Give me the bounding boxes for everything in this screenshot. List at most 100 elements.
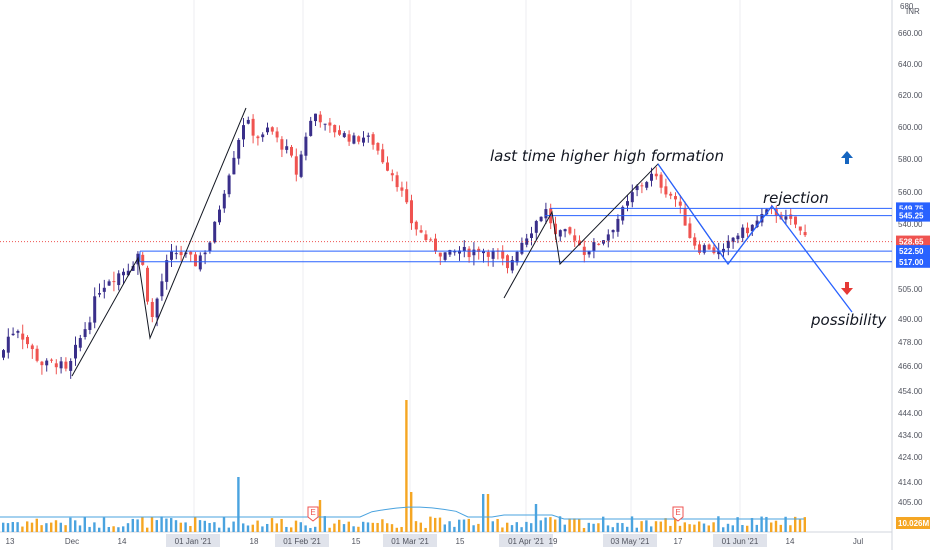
volume-bar: [789, 525, 792, 532]
volume-bar: [602, 516, 605, 532]
candle-body: [107, 281, 111, 286]
date-tick-label: 15: [456, 537, 465, 546]
price-tick-label: 580.00: [898, 155, 923, 164]
arrow-down-icon: [841, 282, 853, 295]
volume-bar: [179, 522, 182, 532]
volume-bar: [674, 519, 677, 532]
volume-bar: [88, 526, 91, 532]
candle-body: [544, 209, 548, 219]
candle-body: [712, 247, 716, 254]
volume-bar: [549, 517, 552, 532]
price-tick-label: 600.00: [898, 123, 923, 132]
volume-bar: [35, 518, 38, 532]
volume-bar: [54, 520, 58, 532]
candle-body: [486, 252, 490, 257]
candle-body: [371, 134, 375, 145]
volume-bar: [16, 522, 19, 532]
volume-bar: [630, 516, 634, 532]
price-tick-label: 444.00: [898, 409, 923, 418]
candle-body: [616, 218, 620, 232]
volume-bar: [328, 527, 331, 532]
candle-body: [54, 363, 58, 368]
candle-body: [434, 238, 437, 251]
volume-bar: [141, 517, 144, 532]
volume-bar: [717, 516, 720, 532]
candle-body: [750, 224, 754, 232]
volume-bar: [587, 522, 590, 532]
price-tag: 522.50: [896, 245, 930, 258]
volume-bar: [424, 527, 427, 532]
volume-bar: [275, 523, 278, 532]
volume-bar: [122, 526, 125, 532]
volume-bar: [750, 518, 754, 532]
volume-bar: [261, 526, 264, 532]
volume-bar: [266, 523, 269, 532]
candle-body: [251, 118, 255, 136]
candle-body: [256, 136, 260, 139]
candle-body: [722, 248, 725, 253]
candle-body: [443, 252, 447, 260]
volume-bar: [146, 527, 149, 532]
candle-body: [98, 293, 101, 295]
volume-bar: [659, 521, 662, 532]
annotation-rejection: rejection: [763, 189, 829, 207]
candle-body: [376, 142, 380, 151]
date-tick-label: 01 Jan '21: [175, 537, 212, 546]
candle-body: [717, 250, 721, 255]
price-tick-label: 620.00: [898, 91, 923, 100]
volume-bar: [702, 523, 706, 532]
volume-bar: [693, 524, 696, 532]
volume-bar: [174, 520, 178, 532]
candle-body: [203, 252, 207, 255]
date-tick-label: 03 May '21: [611, 537, 650, 546]
candle-body: [429, 239, 433, 241]
volume-bar: [69, 517, 72, 532]
price-axis[interactable]: 405.00 414.00 424.00 434.00 444.00 454.00 466.…: [898, 29, 923, 507]
price-tick-label: 560.00: [898, 188, 923, 197]
candle-body: [266, 127, 269, 133]
candle-body: [165, 260, 169, 282]
volume-bar: [482, 494, 485, 532]
volume-bar: [592, 523, 595, 532]
candle-body: [587, 251, 591, 255]
projection-line: [657, 163, 853, 313]
volume-bar: [198, 520, 202, 532]
candle-body: [635, 185, 639, 191]
volume-bar: [30, 522, 34, 532]
candle-body: [438, 252, 442, 257]
candle-body: [314, 113, 317, 122]
volume-bar: [242, 523, 245, 532]
candle-body: [491, 250, 495, 259]
volume-bar: [650, 526, 653, 532]
candle-body: [16, 331, 20, 333]
candle-body: [674, 196, 677, 200]
volume-bar: [779, 524, 782, 532]
volume-bar: [218, 527, 221, 532]
time-axis[interactable]: 13 Dec 14 01 Jan '21 18 01 Feb '21 15 01 Mar '2…: [6, 534, 864, 547]
date-label-highlight: [499, 534, 553, 547]
candle-body: [189, 251, 193, 255]
volume-bar: [578, 519, 581, 532]
candle-body: [702, 245, 706, 253]
volume-bar: [347, 521, 350, 532]
volume-bar: [309, 527, 312, 532]
date-label-highlight: [383, 534, 437, 547]
candle-body: [179, 251, 183, 256]
volume-bar: [371, 522, 374, 532]
volume-bar: [194, 516, 197, 532]
volume-bar: [6, 523, 10, 532]
price-tag-label: 522.50: [899, 247, 924, 256]
volume-bar: [621, 523, 624, 532]
date-tick-label: 19: [549, 537, 558, 546]
volume-bar: [83, 516, 86, 532]
candle-body: [381, 149, 385, 163]
candle-body: [563, 229, 567, 232]
volume-bar: [222, 517, 226, 532]
volume-bar: [774, 520, 778, 532]
earnings-marker-shape: [672, 506, 684, 522]
candle-body: [131, 265, 135, 271]
candle-body: [789, 214, 793, 219]
candle-body: [467, 248, 471, 258]
